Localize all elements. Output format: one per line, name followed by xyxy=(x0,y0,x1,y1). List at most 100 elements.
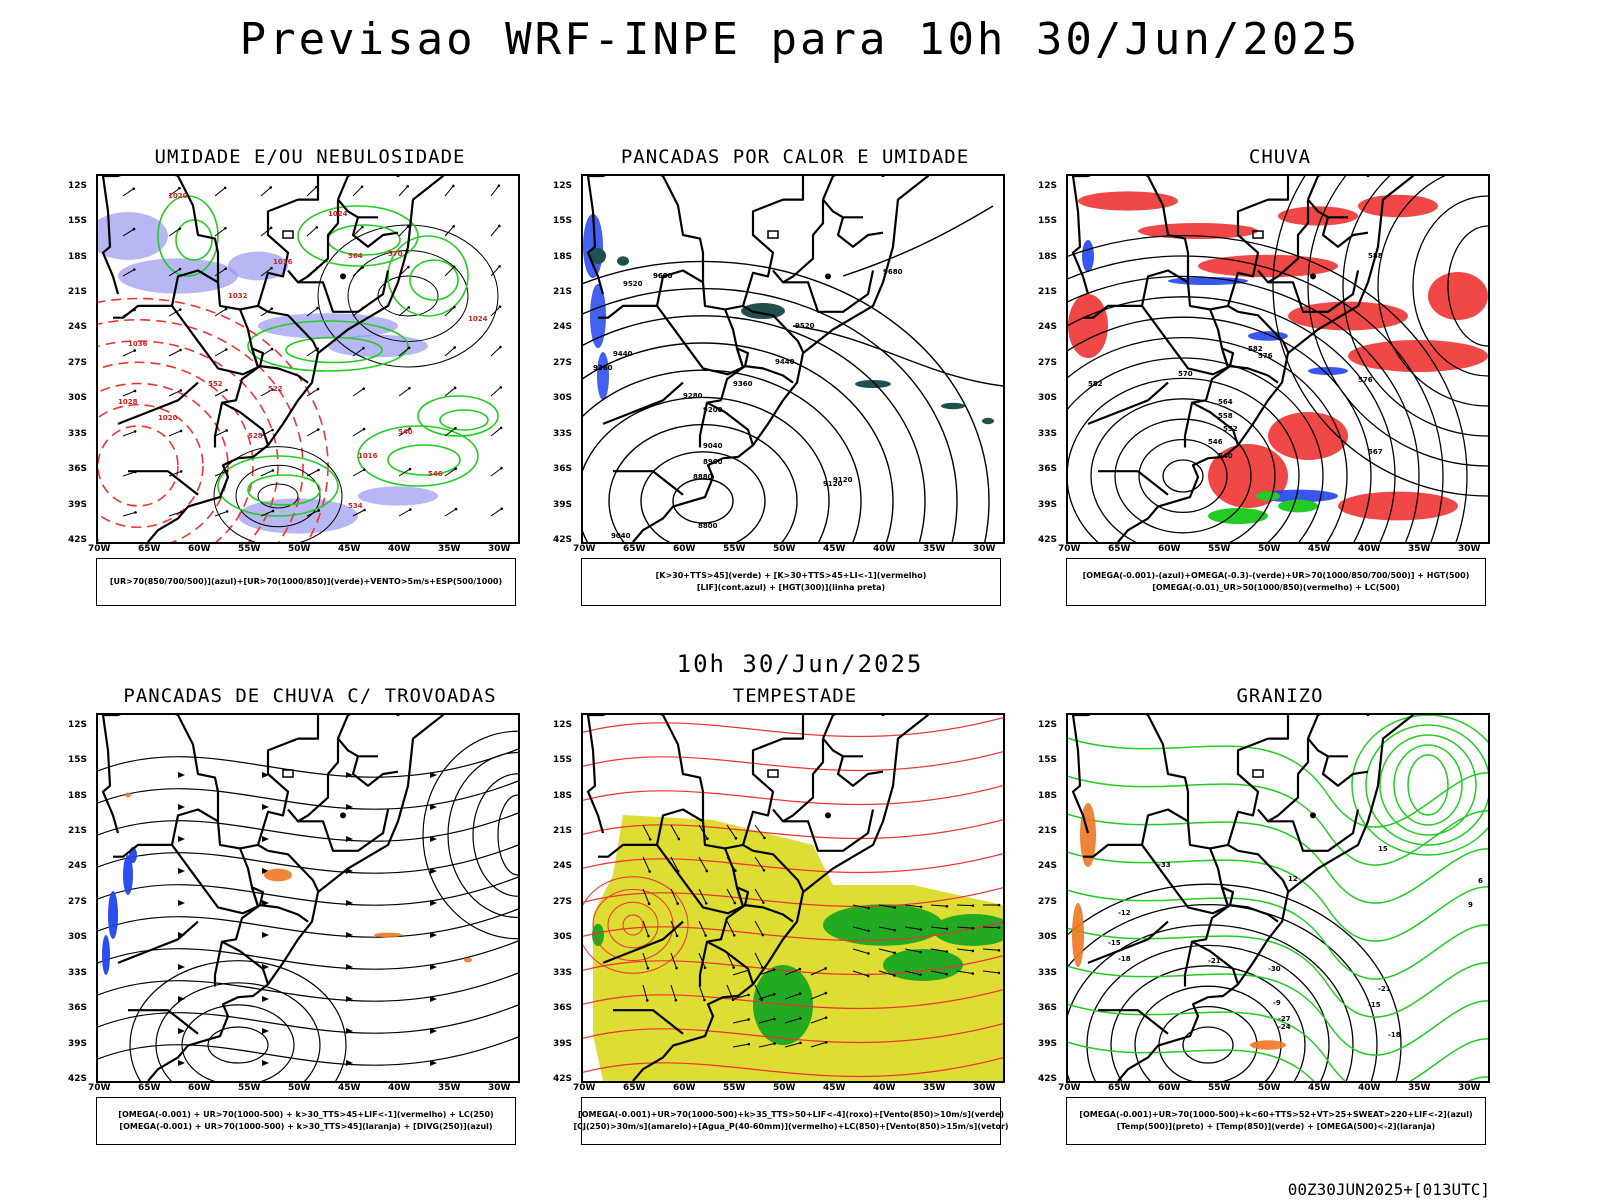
hgt500-contours xyxy=(1272,176,1488,497)
lon-tick-label: 65W xyxy=(1108,544,1131,554)
lon-tick-label: 55W xyxy=(723,1083,746,1093)
contour-label: 9440 xyxy=(613,350,633,358)
contour-label: -18 xyxy=(1118,955,1131,963)
lon-tick-label: 40W xyxy=(388,1083,411,1093)
lat-tick-label: 18S xyxy=(1038,790,1058,801)
lat-tick-label: 33S xyxy=(1038,967,1058,978)
lon-tick-label: 60W xyxy=(673,544,696,554)
lat-tick-label: 27S xyxy=(553,357,573,368)
contour-label: 1020 xyxy=(168,192,188,200)
lat-tick-label: 18S xyxy=(553,251,573,262)
lat-tick-label: 15S xyxy=(68,216,88,227)
hgt500-contours xyxy=(1068,235,1468,542)
lat-tick-label: 42S xyxy=(68,1074,88,1084)
contour-label: 528 xyxy=(248,432,263,440)
lat-tick-label: 24S xyxy=(1038,322,1058,333)
contour-label: -30 xyxy=(1268,965,1281,973)
lat-tick-label: 12S xyxy=(1038,180,1058,191)
contour-label: 9200 xyxy=(703,406,723,414)
lon-tick-label: 60W xyxy=(188,544,211,554)
legend-line: [OMEGA(-0.001)+UR>70(1000-500)+k<60+TTS>… xyxy=(1079,1110,1473,1119)
legend-line: [OMEGA(-0.001)-(azul)+OMEGA(-0.3)-(verde… xyxy=(1082,571,1470,580)
contour-label: 546 xyxy=(1208,438,1223,446)
legend-box: [OMEGA(-0.001)+UR>70(1000-500)+k<60+TTS>… xyxy=(1066,1097,1486,1145)
contour-label: 567 xyxy=(1368,448,1383,456)
legend-box: [K>30+TTS>45](verde) + [K>30+TTS>45+LI<-… xyxy=(581,558,1001,606)
lon-tick-label: 30W xyxy=(1458,1083,1481,1093)
contour-label: 9120 xyxy=(823,480,843,488)
lat-tick-label: 21S xyxy=(1038,826,1058,837)
wind-vectors xyxy=(122,184,504,517)
country-borders xyxy=(586,176,930,542)
lon-tick-label: 35W xyxy=(1408,1083,1431,1093)
lon-tick-label: 30W xyxy=(1458,544,1481,554)
contour-label: 9520 xyxy=(623,280,643,288)
lat-tick-label: 30S xyxy=(68,393,88,404)
contour-label: -18 xyxy=(1388,1031,1401,1039)
contour-label: 1024 xyxy=(328,210,348,218)
contour-label: 1016 xyxy=(358,452,378,460)
legend-line: [LIF](cont.azul) + [HGT(300)](linha pret… xyxy=(696,583,886,592)
lif-contours xyxy=(583,214,609,400)
lon-tick-label: 45W xyxy=(338,1083,361,1093)
lat-tick-label: 24S xyxy=(553,861,573,872)
lon-tick-label: 65W xyxy=(623,544,646,554)
contour-label: 582 xyxy=(1088,380,1103,388)
lat-tick-label: 42S xyxy=(553,1074,573,1084)
streamlines xyxy=(422,730,518,940)
contour-label: 9040 xyxy=(703,442,723,450)
contour-label: -9 xyxy=(1273,999,1281,1007)
lon-tick-label: 45W xyxy=(338,544,361,554)
contour-label: 9120 xyxy=(833,476,853,484)
lat-tick-label: 24S xyxy=(553,322,573,333)
contour-label: 15 xyxy=(1378,845,1388,853)
humidity-upper-shading xyxy=(98,212,438,534)
lat-tick-label: 15S xyxy=(1038,755,1058,766)
lat-tick-label: 39S xyxy=(68,499,88,510)
lon-tick-label: 45W xyxy=(1308,544,1331,554)
lat-tick-label: 27S xyxy=(553,896,573,907)
contour-label: -15 xyxy=(1108,939,1121,947)
lat-tick-label: 30S xyxy=(1038,932,1058,943)
contour-label: 546 xyxy=(428,470,443,478)
contour-label: -21 xyxy=(1208,957,1221,965)
contour-label: 9360 xyxy=(593,364,613,372)
lat-tick-label: 21S xyxy=(68,287,88,298)
lon-tick-label: 65W xyxy=(623,1083,646,1093)
panel-tempestade: TEMPESTADE 12S 15S 18S 21S 24S 27S 30S 33S 36S 39S… xyxy=(553,685,1015,1155)
lat-tick-label: 27S xyxy=(68,357,88,368)
lon-tick-label: 60W xyxy=(1158,544,1181,554)
page-title: Previsao WRF-INPE para 10h 30/Jun/2025 xyxy=(239,14,1361,65)
lon-tick-label: 70W xyxy=(1058,1083,1081,1093)
lat-tick-label: 27S xyxy=(68,896,88,907)
lat-tick-label: 18S xyxy=(68,251,88,262)
contour-label: 9280 xyxy=(683,392,703,400)
lon-tick-label: 65W xyxy=(1108,1083,1131,1093)
lat-tick-label: 30S xyxy=(553,393,573,404)
legend-line: [Temp(500)](preto) + [Temp(850)](verde) … xyxy=(1116,1122,1436,1131)
lat-tick-label: 33S xyxy=(553,967,573,978)
country-borders xyxy=(101,176,445,542)
contour-label: 9440 xyxy=(775,358,795,366)
lon-tick-label: 50W xyxy=(1258,544,1281,554)
lon-tick-label: 55W xyxy=(238,544,261,554)
contour-label: 540 xyxy=(398,428,413,436)
country-borders xyxy=(1071,176,1415,542)
lon-tick-label: 35W xyxy=(1408,544,1431,554)
legend-line: [CJ(250)>30m/s](amarelo)+[Agua_P(40-60mm… xyxy=(573,1122,1009,1131)
lat-tick-label: 21S xyxy=(553,826,573,837)
omega-green xyxy=(1208,491,1318,524)
legend-box: [OMEGA(-0.001)+UR>70(1000-500)+k>35_TTS>… xyxy=(573,1097,1009,1145)
lon-tick-label: 50W xyxy=(288,1083,311,1093)
run-timestamp: 00Z30JUN2025+[013UTC] xyxy=(1287,1180,1490,1199)
lat-tick-label: 42S xyxy=(1038,535,1058,545)
panel-title: UMIDADE E/OU NEBULOSIDADE xyxy=(154,146,466,168)
legend-line: [OMEGA(-0.01)_UR>50(1000/850)(vermelho) … xyxy=(1152,583,1400,592)
contour-label: 582 xyxy=(1248,345,1263,353)
lat-tick-label: 15S xyxy=(1038,216,1058,227)
panel-title: GRANIZO xyxy=(1236,685,1324,707)
streamlines xyxy=(98,748,518,1066)
panel-title: TEMPESTADE xyxy=(732,685,858,707)
lat-tick-label: 33S xyxy=(68,428,88,439)
lon-tick-label: 70W xyxy=(573,1083,596,1093)
